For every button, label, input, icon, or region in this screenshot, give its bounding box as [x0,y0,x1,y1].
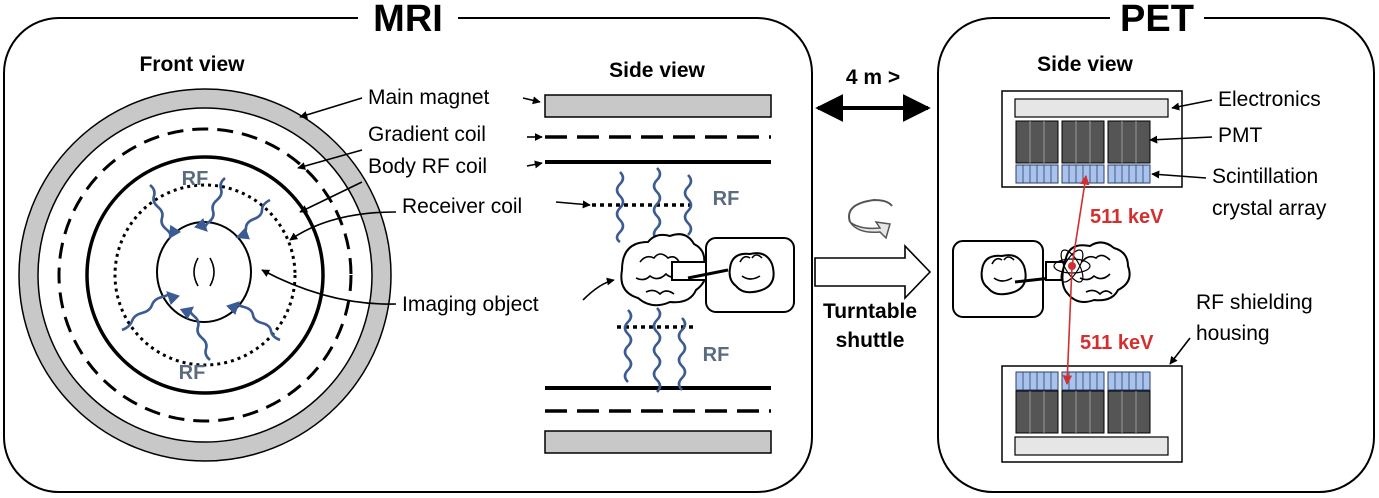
rf-label-side-bottom: RF [703,344,730,366]
shuttle-label-line2: shuttle [836,329,905,352]
crystal-array-top [1015,164,1151,184]
body-rf-coil-ring [85,155,325,395]
rf-label-front-bottom: RF [179,362,206,384]
rotate-arrow-icon [848,198,893,240]
electronics-bar-bottom [1014,436,1169,456]
shuttle-label-line1: Turntable [823,300,917,323]
shielding-label-line1: RF shielding [1196,291,1313,314]
pet-title: PET [1120,0,1194,40]
receiver-coil-label: Receiver coil [402,195,522,218]
electronics-bar-top [1014,98,1169,118]
main-magnet-bar-bottom [544,430,772,454]
heart-icon [728,252,775,294]
atom-icon [1053,249,1091,283]
pet-side-view-title: Side view [1037,53,1133,76]
main-magnet-label: Main magnet [368,86,490,109]
imaging-object-label: Imaging object [402,293,539,316]
mri-title: MRI [373,0,443,40]
pmt-bottom [1015,390,1151,434]
gamma-energy-top: 511 keV [1090,206,1164,228]
mri-side-view-title: Side view [609,59,705,82]
mri-side-view [544,94,795,454]
rf-label-side-top: RF [713,188,740,210]
heart-icon-pet [980,254,1027,296]
pet-detector-bottom [1001,365,1183,463]
gamma-ray-up [1071,175,1090,267]
rf-waves-front [121,177,281,361]
brain-icon-pet [1061,241,1131,303]
body-rf-coil-label: Body RF coil [368,155,487,178]
gradient-coil-label: Gradient coil [368,123,486,146]
pet-panel: PET Side view [937,0,1375,493]
transfer-section: 4 m > Turntable shuttle [814,66,932,352]
gradient-coil-ring [57,127,353,423]
gamma-energy-bottom: 511 keV [1080,332,1154,354]
mri-panel: MRI Front view Side view RF RF Main magn… [3,0,813,493]
scintillation-label-line1: Scintillation [1212,165,1318,188]
distance-label: 4 m > [846,66,900,89]
receiver-coil-ring [113,183,297,367]
gamma-ray-down [1062,265,1073,385]
hollow-right-arrow-icon [814,244,932,300]
crystal-array-bottom [1015,371,1151,391]
shielding-label-line2: housing [1196,322,1270,345]
pmt-label: PMT [1218,124,1263,147]
electronics-label: Electronics [1218,88,1321,111]
main-magnet-bar-top [544,94,772,118]
scintillation-label-line2: crystal array [1212,197,1327,220]
front-view-title: Front view [139,53,245,76]
rf-label-front-top: RF [182,168,209,190]
front-view-coils [18,88,392,462]
pmt-top [1015,120,1151,164]
